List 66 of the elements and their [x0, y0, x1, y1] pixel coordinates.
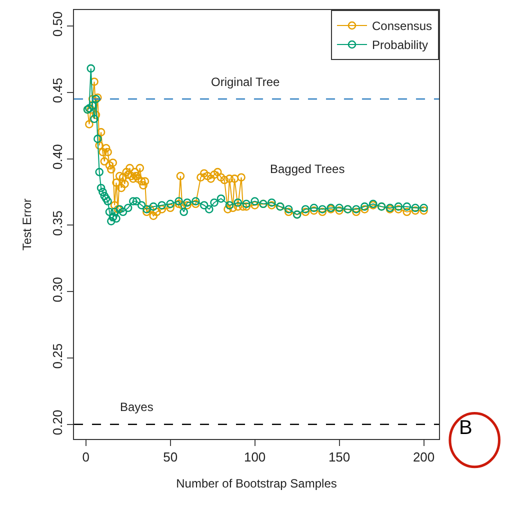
point [137, 201, 146, 210]
point [420, 204, 428, 212]
point [96, 184, 106, 192]
point [86, 64, 96, 73]
point [310, 204, 318, 212]
point [94, 134, 102, 143]
point [107, 217, 116, 226]
point [142, 205, 151, 214]
point [105, 208, 114, 216]
ref-line-label: Bayes [120, 400, 154, 414]
ref-line-label: Original Tree [211, 75, 280, 89]
point [183, 198, 192, 207]
point [360, 202, 369, 211]
x-tick-label: 50 [163, 450, 178, 465]
point [242, 200, 251, 208]
point [100, 192, 109, 200]
point [284, 205, 293, 214]
legend-label: Consensus [372, 19, 432, 34]
point [394, 202, 403, 211]
point [90, 114, 98, 124]
point [95, 168, 104, 176]
point [104, 197, 112, 206]
point [301, 205, 310, 214]
y-tick-label: 0.25 [50, 343, 65, 369]
point [335, 204, 344, 212]
point [318, 205, 327, 214]
legend-label: Probability [372, 38, 428, 52]
point [158, 201, 166, 210]
y-tick-label: 0.50 [50, 11, 65, 37]
point [205, 205, 214, 214]
x-tick-label: 200 [412, 450, 435, 465]
x-tick-label: 150 [328, 450, 350, 465]
point [118, 208, 128, 216]
point [102, 194, 110, 203]
point [112, 214, 120, 223]
point [149, 202, 158, 211]
text: B [459, 417, 472, 439]
x-tick-label: 0 [82, 450, 90, 465]
point [180, 208, 188, 216]
point [166, 200, 174, 208]
point [174, 197, 183, 206]
point [110, 208, 119, 216]
point [268, 198, 276, 207]
y-tick-label: 0.45 [50, 78, 65, 104]
point [234, 198, 242, 207]
point [411, 204, 420, 212]
y-tick-label: 0.20 [50, 410, 65, 436]
point [352, 205, 360, 214]
point [132, 197, 141, 206]
x-tick-label: 100 [244, 450, 266, 465]
point [216, 194, 226, 203]
point [402, 202, 412, 211]
x-axis-title: Number of Bootstrap Samples [176, 476, 337, 490]
point [210, 198, 218, 207]
point [192, 197, 200, 206]
point [200, 201, 208, 210]
point [250, 197, 259, 206]
point [225, 201, 234, 210]
y-tick-label: 0.35 [50, 210, 65, 236]
y-tick-label: 0.30 [50, 276, 65, 302]
y-tick-label: 0.40 [50, 144, 65, 170]
y-axis-title: Test Error [20, 198, 34, 251]
annotation: Bagged Trees [270, 162, 345, 176]
point [124, 204, 132, 212]
point [128, 197, 138, 206]
point [98, 188, 107, 196]
